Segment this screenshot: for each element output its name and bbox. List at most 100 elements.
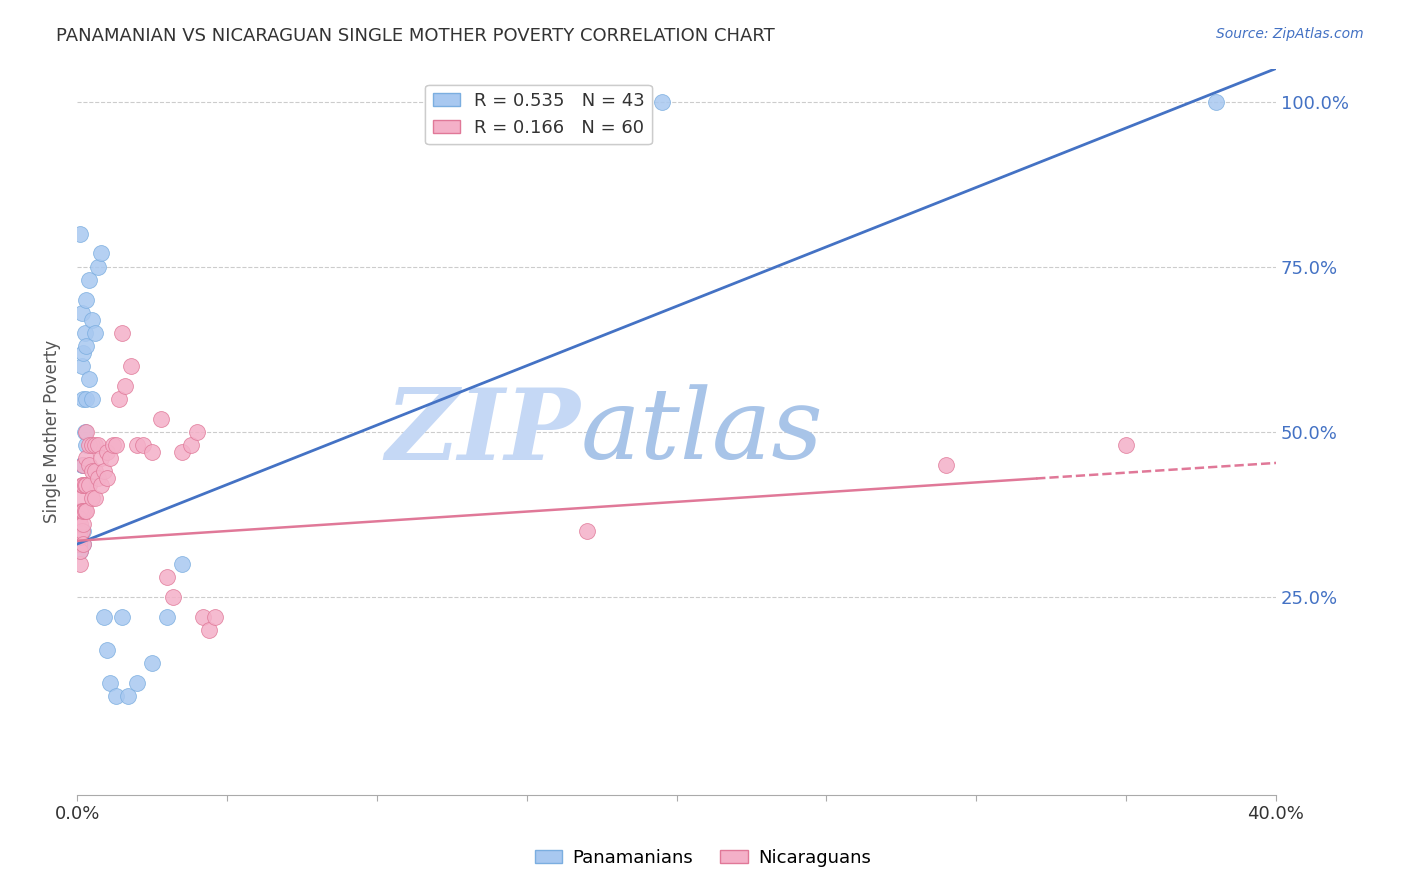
Point	[1115, 438, 1137, 452]
Point	[162, 590, 184, 604]
Point	[72, 524, 94, 538]
Point	[80, 312, 103, 326]
Point	[93, 464, 115, 478]
Point	[186, 425, 208, 439]
Point	[73, 504, 96, 518]
Point	[141, 444, 163, 458]
Point	[70, 477, 93, 491]
Point	[80, 464, 103, 478]
Point	[67, 537, 90, 551]
Point	[105, 689, 128, 703]
Point	[141, 656, 163, 670]
Point	[575, 524, 598, 538]
Text: Source: ZipAtlas.com: Source: ZipAtlas.com	[1216, 27, 1364, 41]
Point	[156, 570, 179, 584]
Point	[75, 477, 97, 491]
Point	[101, 438, 124, 452]
Point	[80, 438, 103, 452]
Point	[87, 438, 110, 452]
Point	[69, 543, 91, 558]
Text: ZIP: ZIP	[385, 384, 581, 480]
Point	[77, 372, 100, 386]
Point	[72, 537, 94, 551]
Point	[70, 537, 93, 551]
Point	[93, 609, 115, 624]
Point	[70, 504, 93, 518]
Point	[191, 609, 214, 624]
Point	[90, 451, 112, 466]
Point	[72, 458, 94, 472]
Point	[67, 510, 90, 524]
Point	[120, 359, 142, 373]
Point	[96, 471, 118, 485]
Point	[105, 438, 128, 452]
Point	[75, 339, 97, 353]
Point	[516, 95, 538, 109]
Point	[69, 524, 91, 538]
Point	[98, 451, 121, 466]
Point	[132, 438, 155, 452]
Point	[87, 471, 110, 485]
Text: PANAMANIAN VS NICARAGUAN SINGLE MOTHER POVERTY CORRELATION CHART: PANAMANIAN VS NICARAGUAN SINGLE MOTHER P…	[56, 27, 775, 45]
Point	[72, 537, 94, 551]
Point	[935, 458, 957, 472]
Point	[651, 95, 673, 109]
Point	[90, 246, 112, 260]
Point	[96, 642, 118, 657]
Point	[204, 609, 226, 624]
Point	[70, 306, 93, 320]
Point	[77, 477, 100, 491]
Point	[114, 378, 136, 392]
Point	[69, 537, 91, 551]
Point	[69, 543, 91, 558]
Point	[73, 477, 96, 491]
Point	[150, 411, 173, 425]
Point	[87, 260, 110, 274]
Legend: Panamanians, Nicaraguans: Panamanians, Nicaraguans	[527, 842, 879, 874]
Point	[170, 444, 193, 458]
Point	[72, 517, 94, 532]
Point	[70, 359, 93, 373]
Point	[70, 524, 93, 538]
Point	[84, 464, 107, 478]
Point	[1205, 95, 1227, 109]
Point	[69, 504, 91, 518]
Point	[69, 531, 91, 545]
Point	[98, 675, 121, 690]
Point	[75, 438, 97, 452]
Point	[96, 444, 118, 458]
Point	[72, 477, 94, 491]
Point	[111, 609, 134, 624]
Point	[69, 557, 91, 571]
Point	[75, 392, 97, 406]
Point	[72, 345, 94, 359]
Point	[111, 326, 134, 340]
Legend: R = 0.535   N = 43, R = 0.166   N = 60: R = 0.535 N = 43, R = 0.166 N = 60	[425, 85, 652, 145]
Point	[69, 517, 91, 532]
Point	[73, 425, 96, 439]
Point	[84, 326, 107, 340]
Point	[156, 609, 179, 624]
Point	[67, 531, 90, 545]
Point	[75, 504, 97, 518]
Point	[180, 438, 202, 452]
Text: atlas: atlas	[581, 384, 824, 479]
Point	[125, 675, 148, 690]
Point	[90, 477, 112, 491]
Point	[117, 689, 139, 703]
Point	[75, 293, 97, 307]
Point	[84, 491, 107, 505]
Point	[69, 531, 91, 545]
Point	[72, 458, 94, 472]
Point	[69, 491, 91, 505]
Point	[67, 537, 90, 551]
Point	[80, 392, 103, 406]
Y-axis label: Single Mother Poverty: Single Mother Poverty	[44, 340, 60, 524]
Point	[77, 438, 100, 452]
Point	[198, 623, 221, 637]
Point	[72, 504, 94, 518]
Point	[77, 458, 100, 472]
Point	[69, 227, 91, 241]
Point	[125, 438, 148, 452]
Point	[72, 392, 94, 406]
